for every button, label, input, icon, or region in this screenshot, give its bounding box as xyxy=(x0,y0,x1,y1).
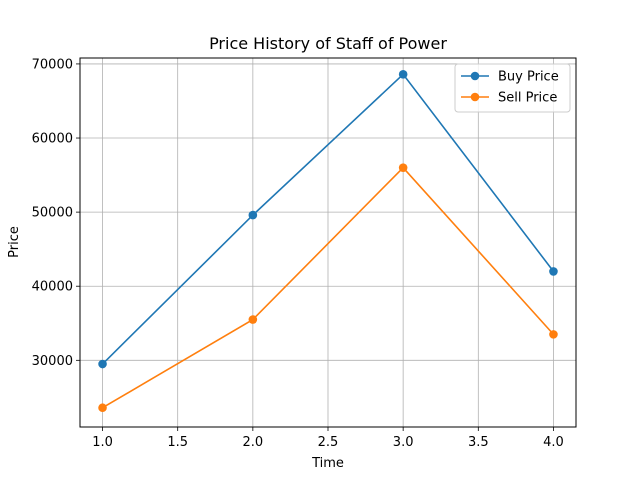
legend: Buy Price Sell Price xyxy=(454,63,571,113)
legend-marker xyxy=(470,92,480,102)
y-tick-label: 30000 xyxy=(32,354,73,369)
x-tick-label: 3.0 xyxy=(393,435,414,450)
series-line-2 xyxy=(102,166,555,409)
data-point xyxy=(248,315,258,324)
data-point xyxy=(248,210,258,220)
y-tick-label: 60000 xyxy=(32,132,73,147)
y-tick-label: 50000 xyxy=(32,206,73,221)
y-axis-label: Price xyxy=(7,226,22,258)
x-tick-label: 3.5 xyxy=(468,435,489,450)
data-point xyxy=(98,403,107,413)
series-group xyxy=(98,70,558,413)
data-point xyxy=(549,267,558,276)
x-tick-label: 2.0 xyxy=(243,435,264,450)
chart-title: Price History of Staff of Power xyxy=(209,34,447,53)
axis-ticks: 1.0 1.5 2.0 2.5 3.0 3.5 4.0 30000 40000 50000 6000… xyxy=(32,57,564,450)
x-axis-label: Time xyxy=(311,456,344,471)
data-point xyxy=(549,330,558,339)
x-tick-label: 1.5 xyxy=(167,435,188,450)
legend-marker xyxy=(470,71,480,81)
x-tick-label: 1.0 xyxy=(92,435,113,450)
data-point xyxy=(98,359,107,369)
data-point xyxy=(398,163,408,172)
series-line-1 xyxy=(101,73,555,365)
grid xyxy=(80,58,576,427)
y-tick-label: 40000 xyxy=(32,280,73,295)
x-tick-label: 4.0 xyxy=(543,435,564,450)
legend-label: Buy Price xyxy=(498,70,559,85)
y-tick-label: 70000 xyxy=(32,57,73,72)
data-point xyxy=(398,70,408,79)
legend-label: Sell Price xyxy=(498,91,557,106)
x-tick-label: 2.5 xyxy=(318,435,339,450)
